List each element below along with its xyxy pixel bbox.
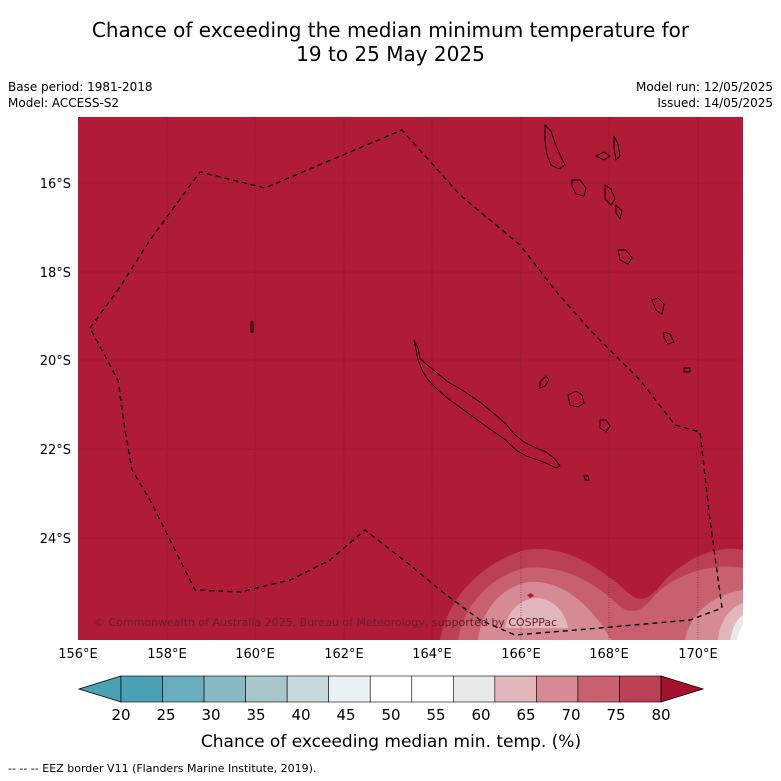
colorbar: 20 25 30 35 40 45 50 55 60 65 70 75 80 <box>77 675 705 724</box>
base-period-text: Base period: 1981-2018 <box>8 80 153 94</box>
colorbar-low-extend <box>77 675 122 703</box>
meta-left: Base period: 1981-2018 Model: ACCESS-S2 <box>8 79 153 111</box>
lat-labels: 16°S 18°S 20°S 22°S 24°S <box>40 177 71 547</box>
colorbar-tick-label: 75 <box>606 706 625 724</box>
gridlines <box>78 117 743 640</box>
new-caledonia-coast <box>413 339 561 469</box>
lat-label-20s: 20°S <box>40 354 71 369</box>
colorbar-label: Chance of exceeding median min. temp. (%… <box>201 732 581 752</box>
lon-label-162e: 162°E <box>324 647 364 662</box>
islet-3 <box>250 321 254 333</box>
vanuatu-4 <box>613 135 621 161</box>
colorbar-segment <box>619 675 662 703</box>
issued-text: Issued: 14/05/2025 <box>657 96 773 110</box>
colorbar-segment <box>369 675 413 703</box>
vanuatu-5 <box>604 184 616 206</box>
copyright-text: © Commonwealth of Australia 2025, Bureau… <box>94 616 557 629</box>
colorbar-segment <box>453 675 496 703</box>
lat-label-24s: 24°S <box>40 532 71 547</box>
colorbar-tick-label: 20 <box>111 706 130 724</box>
loyalty-island-3 <box>599 419 611 433</box>
colorbar-segment <box>411 675 454 703</box>
coastlines <box>250 123 691 481</box>
lon-label-156e: 156°E <box>58 647 98 662</box>
colorbar-segment <box>245 675 288 703</box>
colorbar-tick-label: 70 <box>561 706 580 724</box>
map-area <box>78 117 743 640</box>
colorbar-segment <box>577 675 620 703</box>
colorbar-segment <box>203 675 246 703</box>
contour-50 <box>737 625 743 640</box>
colorbar-tick-label: 50 <box>381 706 400 724</box>
colorbar-tick-label: 80 <box>651 706 670 724</box>
lon-label-168e: 168°E <box>589 647 629 662</box>
colorbar-segment <box>536 675 579 703</box>
colorbar-segment <box>286 675 329 703</box>
colorbar-tick-label: 35 <box>246 706 265 724</box>
contour-55b <box>527 593 534 598</box>
eez-legend-note: -- -- -- EEZ border V11 (Flanders Marine… <box>8 762 317 775</box>
colorbar-segment <box>494 675 537 703</box>
vanuatu-7 <box>617 249 633 265</box>
colorbar-tick-label: 30 <box>201 706 220 724</box>
vanuatu-8 <box>651 297 665 315</box>
contour-60 <box>505 598 743 640</box>
loyalty-island-2 <box>567 390 585 408</box>
vanuatu-3 <box>594 151 611 161</box>
colorbar-tick-label: 60 <box>471 706 490 724</box>
colorbar-high-extend <box>660 675 705 703</box>
loyalty-island-1 <box>539 375 550 389</box>
colorbar-segment <box>162 675 205 703</box>
lon-label-158e: 158°E <box>147 647 187 662</box>
eez-border <box>89 129 723 636</box>
lat-label-18s: 18°S <box>40 266 71 281</box>
colorbar-tick-label: 65 <box>516 706 535 724</box>
colorbar-tick-label: 40 <box>291 706 310 724</box>
vanuatu-9 <box>663 331 675 345</box>
vanuatu-6 <box>615 203 623 221</box>
title-line-2: 19 to 25 May 2025 <box>296 42 485 66</box>
colorbar-segment <box>328 675 371 703</box>
lon-label-170e: 170°E <box>678 647 718 662</box>
vanuatu-1 <box>544 123 566 170</box>
lon-labels: 156°E 158°E 160°E 162°E 164°E 166°E 168°… <box>58 647 718 662</box>
colorbar-tick-label: 45 <box>336 706 355 724</box>
meta-right: Model run: 12/05/2025 Issued: 14/05/2025 <box>636 79 773 111</box>
model-run-text: Model run: 12/05/2025 <box>635 80 773 94</box>
islet-1 <box>683 367 691 373</box>
model-text: Model: ACCESS-S2 <box>8 96 120 110</box>
colorbar-segment <box>120 675 163 703</box>
lon-label-160e: 160°E <box>235 647 275 662</box>
lat-label-16s: 16°S <box>40 177 71 192</box>
lon-label-164e: 164°E <box>412 647 452 662</box>
chart-title: Chance of exceeding the median minimum t… <box>0 18 781 66</box>
colorbar-tick-label: 55 <box>426 706 445 724</box>
title-line-1: Chance of exceeding the median minimum t… <box>91 18 690 42</box>
colorbar-tick-label: 25 <box>156 706 175 724</box>
islet-2 <box>583 475 590 481</box>
lat-label-22s: 22°S <box>40 443 71 458</box>
lon-label-166e: 166°E <box>501 647 541 662</box>
vanuatu-2 <box>571 179 587 197</box>
